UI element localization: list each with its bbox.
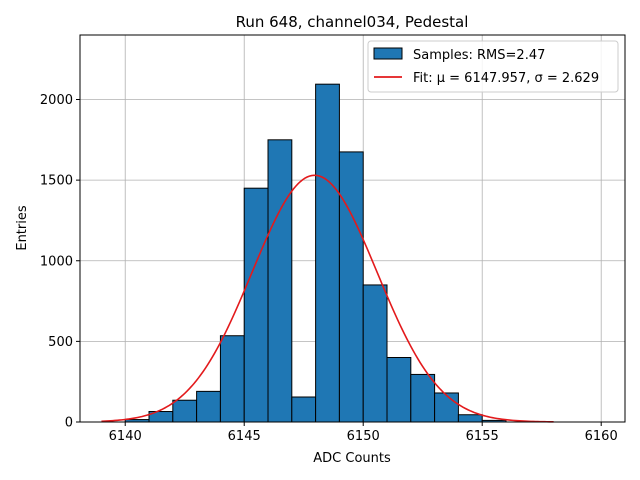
histogram-bar-6145 <box>243 187 269 423</box>
histogram-bar-6151 <box>386 357 412 423</box>
histogram-bar-6146 <box>267 139 293 423</box>
x-axis-ticks: 6140 6145 6150 6155 6160 <box>109 422 618 444</box>
histogram-bar-6153 <box>434 392 459 423</box>
histogram-bar-6154 <box>457 414 483 423</box>
y-tick-label-3: 1500 <box>40 174 73 189</box>
x-tick-label-1: 6145 <box>228 429 261 444</box>
y-axis-ticks: 0 500 1000 1500 2000 <box>40 93 80 431</box>
y-axis-label: Entries <box>15 205 30 251</box>
x-tick-label-3: 6155 <box>466 429 499 444</box>
histogram-bar-6147 <box>291 396 317 423</box>
histogram-bar-6150 <box>362 284 388 423</box>
legend-fit-label: Fit: μ = 6147.957, σ = 2.629 <box>413 71 599 86</box>
y-tick-label-2: 1000 <box>40 254 73 269</box>
legend-hist-swatch <box>373 47 403 60</box>
x-tick-label-0: 6140 <box>109 429 142 444</box>
histogram-bar-6143 <box>196 390 221 423</box>
x-tick-label-4: 6160 <box>585 429 618 444</box>
histogram-bar-6144 <box>219 335 245 423</box>
histogram-bar-6142 <box>172 399 198 423</box>
plot-frame <box>79 34 626 423</box>
legend-hist-label: Samples: RMS=2.47 <box>413 48 545 63</box>
legend: Samples: RMS=2.47 Fit: μ = 6147.957, σ =… <box>367 40 619 93</box>
x-axis-label: ADC Counts <box>313 451 391 466</box>
x-tick-label-2: 6150 <box>347 429 380 444</box>
gaussian-fit-line <box>101 174 554 423</box>
y-tick-label-4: 2000 <box>40 93 73 108</box>
chart-title: Run 648, channel034, Pedestal <box>236 13 469 31</box>
histogram-bar-6148 <box>315 83 340 423</box>
histogram-bar-6149 <box>338 151 364 423</box>
histogram-bar-6152 <box>410 373 436 423</box>
y-tick-label-0: 0 <box>65 416 73 431</box>
legend-box <box>367 40 619 93</box>
y-tick-label-1: 500 <box>48 335 73 350</box>
histogram-bars <box>124 83 507 423</box>
